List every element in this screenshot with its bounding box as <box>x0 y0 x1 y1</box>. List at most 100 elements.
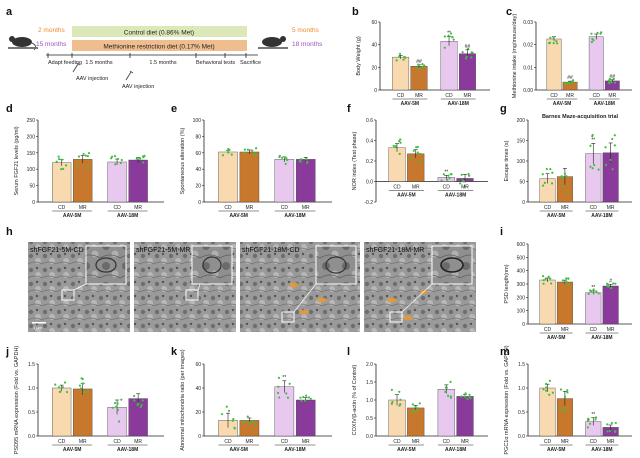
data-point <box>556 42 559 45</box>
data-point <box>607 79 611 82</box>
data-point <box>565 281 568 284</box>
data-point <box>465 55 468 58</box>
data-point <box>542 388 545 391</box>
panel-letter-j: j <box>5 346 9 358</box>
significance-label: ## <box>567 75 573 81</box>
data-point <box>589 165 592 168</box>
group-label: AAV-5M <box>397 447 416 453</box>
mouse-left-icon <box>8 36 38 51</box>
y-tick-label: 0 <box>198 434 201 440</box>
data-point <box>471 51 474 54</box>
data-point <box>390 388 393 391</box>
bar <box>128 159 148 203</box>
data-point <box>589 144 592 147</box>
data-point <box>451 35 454 39</box>
category-label: MR <box>246 205 254 211</box>
data-point <box>141 399 144 402</box>
y-tick-label: 0.2 <box>366 159 373 165</box>
data-point <box>418 402 421 405</box>
y-tick-label: 0 <box>32 200 35 206</box>
data-point <box>468 393 471 396</box>
y-tick-label: 100 <box>27 167 36 173</box>
y-axis-label: COXIV/β-actin (% of Control) <box>352 364 358 435</box>
data-point <box>300 157 303 161</box>
y-tick-label: 0.0 <box>366 434 373 440</box>
y-tick-label: 60 <box>371 20 377 26</box>
y-tick-label: 0.00 <box>523 88 533 94</box>
y-axis-label: PGC1α mRNA expression (Fold vs. GAPDH) <box>504 345 510 454</box>
data-point <box>555 40 558 43</box>
y-tick-label: 0.03 <box>523 20 533 26</box>
data-point <box>449 32 453 35</box>
y-tick-label: 20 <box>371 65 377 71</box>
category-label: CD <box>544 439 552 445</box>
bar <box>73 388 93 437</box>
data-point <box>142 161 145 164</box>
data-point <box>614 282 617 285</box>
category-label: CD <box>58 205 66 211</box>
data-point <box>613 134 616 137</box>
chart-coxiv: 0.0 0.5 1.0 1.5 2.0 COXIV/β-actin (% of Contr… <box>352 362 488 453</box>
y-tick-label: 0 <box>522 322 525 328</box>
category-label: MR <box>134 439 142 445</box>
chart-title: Barnes Maze-acquisition trial <box>542 114 619 120</box>
data-point <box>560 176 563 180</box>
y-tick-label: 0.0 <box>28 434 35 440</box>
y-tick-label: -0.2 <box>364 200 373 206</box>
y-tick-label: 200 <box>27 134 36 140</box>
data-point <box>114 163 117 166</box>
data-point <box>545 389 548 392</box>
category-label: MR <box>608 93 616 99</box>
data-point <box>243 148 246 151</box>
data-point <box>566 391 569 394</box>
data-point <box>110 157 113 160</box>
bar <box>556 281 573 325</box>
data-point <box>549 277 552 280</box>
y-tick-label: 40 <box>195 386 201 392</box>
data-point <box>411 403 415 406</box>
group-label: AAV-18M <box>591 335 612 341</box>
y-axis-label: Escape times (s) <box>504 140 510 181</box>
chart-abnormal-mitochondria: 0 20 40 60 Abnormal mitochondria ratio (per … <box>180 349 332 453</box>
group-label: AAV-5M <box>547 447 566 453</box>
data-point <box>463 185 466 188</box>
data-point <box>399 403 402 406</box>
panel-letter-l: l <box>347 346 350 358</box>
data-point <box>469 397 472 400</box>
data-point <box>452 38 455 41</box>
category-label: MR <box>246 439 254 445</box>
data-point <box>566 82 569 85</box>
data-point <box>139 405 142 409</box>
data-point <box>80 377 83 380</box>
data-point <box>610 421 613 425</box>
data-point <box>552 41 555 45</box>
y-axis-label: PSD95 mRNA expression (Fold vs. GAPDH) <box>14 346 20 455</box>
data-point <box>551 391 554 394</box>
chart-serum-fgf21: 0 50 100 150 200 250 Serum FGF21 levels (pg/ml… <box>14 118 164 219</box>
data-point <box>117 157 120 161</box>
y-axis-label: Body Weight (g) <box>356 36 362 76</box>
data-point <box>594 416 598 419</box>
data-point <box>594 418 597 421</box>
significance-label: ** <box>591 285 595 291</box>
step-behavior: Behavioral tests <box>196 60 235 66</box>
data-point <box>446 178 449 182</box>
data-point <box>612 282 615 285</box>
data-point <box>254 147 258 150</box>
step-sacrifice: Sacrifice <box>240 60 261 66</box>
category-label: MR <box>561 327 569 333</box>
data-point <box>565 277 568 280</box>
data-point <box>87 152 91 155</box>
data-point <box>398 390 401 393</box>
bar <box>588 36 604 91</box>
category-label: CD <box>544 205 552 211</box>
panel-letter-c: c <box>506 6 512 18</box>
data-point <box>288 382 291 385</box>
data-point <box>133 399 136 402</box>
group-label: AAV-5M <box>229 447 248 453</box>
y-axis-label: Spontaneous alteration (%) <box>180 128 186 195</box>
data-point <box>248 421 252 424</box>
category-label: MR <box>302 439 310 445</box>
data-point <box>611 137 614 141</box>
